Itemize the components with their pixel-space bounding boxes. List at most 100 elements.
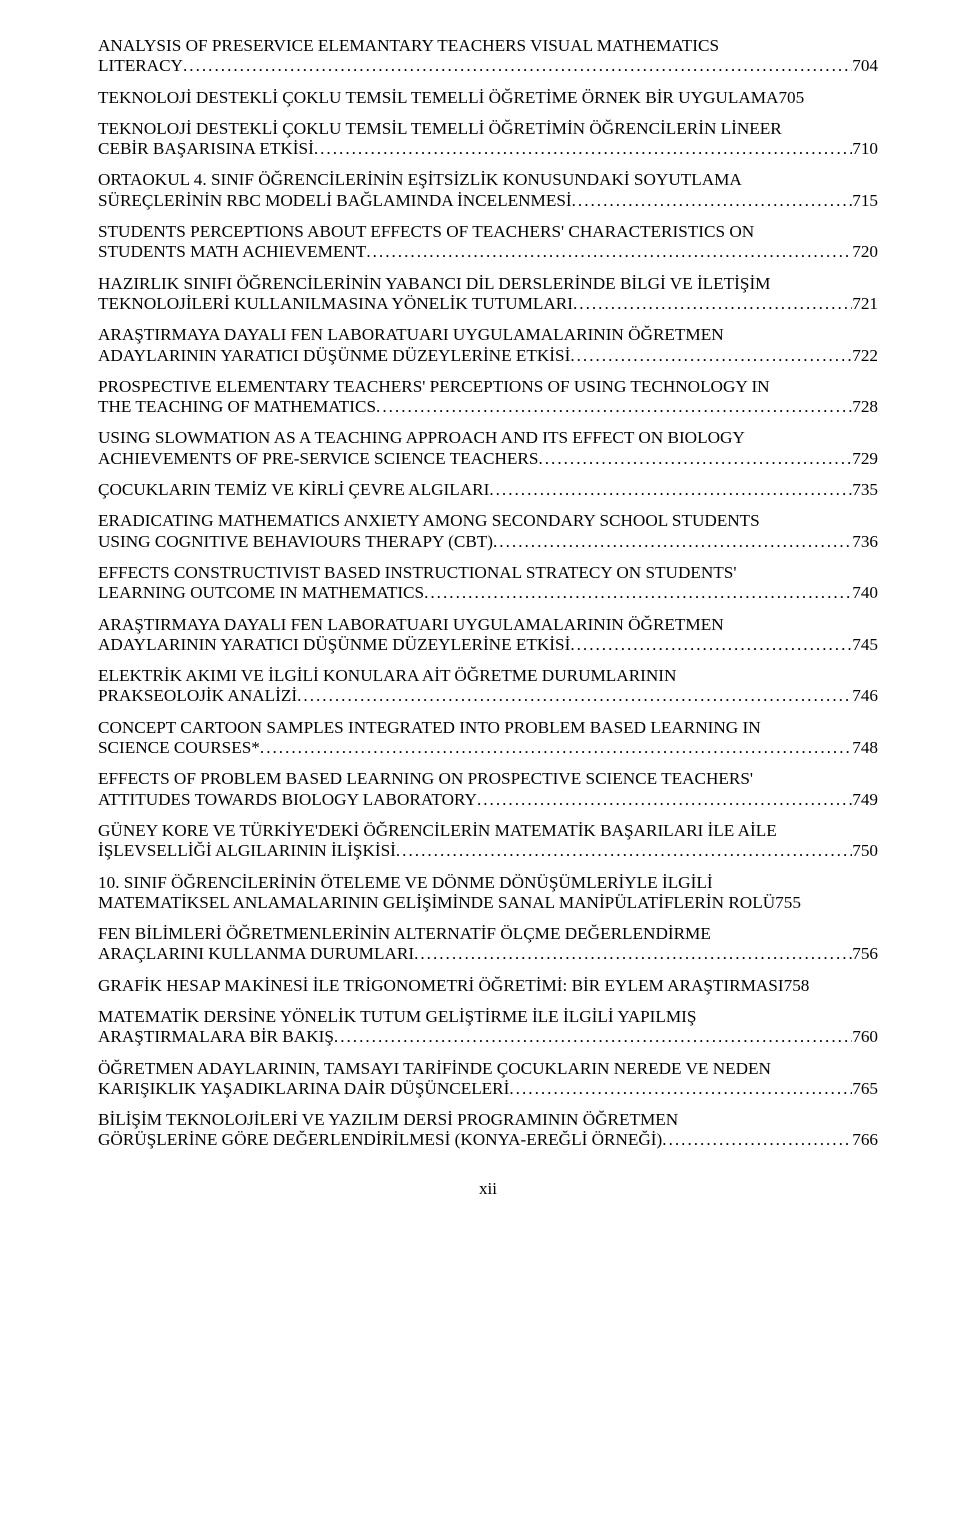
toc-entry: GÜNEY KORE VE TÜRKİYE'DEKİ ÖĞRENCİLERİN … [98, 821, 878, 862]
toc-page-number: 705 [778, 88, 804, 108]
toc-title-text: LITERACY [98, 56, 183, 76]
toc-leader-dots: ........................................… [570, 346, 852, 366]
toc-entry: MATEMATİK DERSİNE YÖNELİK TUTUM GELİŞTİR… [98, 1007, 878, 1048]
page-number: xii [98, 1179, 878, 1199]
toc-line: PROSPECTIVE ELEMENTARY TEACHERS' PERCEPT… [98, 377, 878, 397]
toc-title-text: MATEMATİKSEL ANLAMALARININ GELİŞİMİNDE S… [98, 893, 775, 913]
toc-title-text: ARAÇLARINI KULLANMA DURUMLARI [98, 944, 414, 964]
toc-page-number: 750 [852, 841, 878, 861]
toc-entry: ERADICATING MATHEMATICS ANXIETY AMONG SE… [98, 511, 878, 552]
toc-title-text: 10. SINIF ÖĞRENCİLERİNİN ÖTELEME VE DÖNM… [98, 873, 713, 893]
toc-title-text: STUDENTS MATH ACHIEVEMENT [98, 242, 366, 262]
toc-title-text: THE TEACHING OF MATHEMATICS [98, 397, 376, 417]
toc-line: CEBİR BAŞARISINA ETKİSİ.................… [98, 139, 878, 159]
toc-title-text: ARAŞTIRMAYA DAYALI FEN LABORATUARI UYGUL… [98, 615, 724, 635]
toc-entry: BİLİŞİM TEKNOLOJİLERİ VE YAZILIM DERSİ P… [98, 1110, 878, 1151]
toc-line: TEKNOLOJİ DESTEKLİ ÇOKLU TEMSİL TEMELLİ … [98, 119, 878, 139]
toc-title-text: EFFECTS OF PROBLEM BASED LEARNING ON PRO… [98, 769, 753, 789]
toc-title-text: ERADICATING MATHEMATICS ANXIETY AMONG SE… [98, 511, 760, 531]
toc-leader-dots: ........................................… [260, 738, 852, 758]
toc-entry: ÇOCUKLARIN TEMİZ VE KİRLİ ÇEVRE ALGILARI… [98, 480, 878, 500]
toc-line: STUDENTS MATH ACHIEVEMENT...............… [98, 242, 878, 262]
toc-leader-dots: ........................................… [376, 397, 852, 417]
toc-entry: GRAFİK HESAP MAKİNESİ İLE TRİGONOMETRİ Ö… [98, 976, 878, 996]
toc-entry: PROSPECTIVE ELEMENTARY TEACHERS' PERCEPT… [98, 377, 878, 418]
toc-title-text: GRAFİK HESAP MAKİNESİ İLE TRİGONOMETRİ Ö… [98, 976, 784, 996]
toc-title-text: İŞLEVSELLİĞİ ALGILARININ İLİŞKİSİ [98, 841, 396, 861]
toc-entry: 10. SINIF ÖĞRENCİLERİNİN ÖTELEME VE DÖNM… [98, 873, 878, 914]
toc-leader-dots: ........................................… [538, 449, 852, 469]
toc-entry: EFFECTS CONSTRUCTIVIST BASED INSTRUCTION… [98, 563, 878, 604]
toc-title-text: ATTITUDES TOWARDS BIOLOGY LABORATORY [98, 790, 477, 810]
toc-title-text: ARAŞTIRMAYA DAYALI FEN LABORATUARI UYGUL… [98, 325, 724, 345]
toc-page-number: 740 [852, 583, 878, 603]
toc-page-number: 758 [784, 976, 810, 996]
toc-page-number: 749 [852, 790, 878, 810]
toc-title-text: TEKNOLOJİLERİ KULLANILMASINA YÖNELİK TUT… [98, 294, 573, 314]
toc-line: USING SLOWMATION AS A TEACHING APPROACH … [98, 428, 878, 448]
toc-line: ARAŞTIRMAYA DAYALI FEN LABORATUARI UYGUL… [98, 615, 878, 635]
toc-title-text: ANALYSIS OF PRESERVICE ELEMANTARY TEACHE… [98, 36, 719, 56]
toc-leader-dots: ........................................… [662, 1130, 852, 1150]
toc-entry: ARAŞTIRMAYA DAYALI FEN LABORATUARI UYGUL… [98, 325, 878, 366]
toc-title-text: KARIŞIKLIK YAŞADIKLARINA DAİR DÜŞÜNCELER… [98, 1079, 509, 1099]
toc-leader-dots: ........................................… [573, 294, 852, 314]
toc-entry: TEKNOLOJİ DESTEKLİ ÇOKLU TEMSİL TEMELLİ … [98, 119, 878, 160]
toc-line: ACHIEVEMENTS OF PRE-SERVICE SCIENCE TEAC… [98, 449, 878, 469]
toc-line: SCIENCE COURSES*........................… [98, 738, 878, 758]
toc-title-text: ELEKTRİK AKIMI VE İLGİLİ KONULARA AİT ÖĞ… [98, 666, 676, 686]
toc-entry: ARAŞTIRMAYA DAYALI FEN LABORATUARI UYGUL… [98, 615, 878, 656]
toc-line: TEKNOLOJİLERİ KULLANILMASINA YÖNELİK TUT… [98, 294, 878, 314]
toc-leader-dots: ........................................… [424, 583, 852, 603]
toc-title-text: ADAYLARININ YARATICI DÜŞÜNME DÜZEYLERİNE… [98, 346, 570, 366]
toc-title-text: HAZIRLIK SINIFI ÖĞRENCİLERİNİN YABANCI D… [98, 274, 770, 294]
toc-entry: EFFECTS OF PROBLEM BASED LEARNING ON PRO… [98, 769, 878, 810]
toc-entry: STUDENTS PERCEPTIONS ABOUT EFFECTS OF TE… [98, 222, 878, 263]
toc-title-text: ADAYLARININ YARATICI DÜŞÜNME DÜZEYLERİNE… [98, 635, 570, 655]
toc-title-text: ACHIEVEMENTS OF PRE-SERVICE SCIENCE TEAC… [98, 449, 538, 469]
toc-leader-dots: ........................................… [366, 242, 852, 262]
toc-line: PRAKSEOLOJİK ANALİZİ....................… [98, 686, 878, 706]
toc-line: GÜNEY KORE VE TÜRKİYE'DEKİ ÖĞRENCİLERİN … [98, 821, 878, 841]
toc-page-number: 721 [852, 294, 878, 314]
toc-title-text: SCIENCE COURSES* [98, 738, 260, 758]
toc-leader-dots: ........................................… [314, 139, 852, 159]
toc-page-number: 766 [852, 1130, 878, 1150]
toc-line: HAZIRLIK SINIFI ÖĞRENCİLERİNİN YABANCI D… [98, 274, 878, 294]
toc-page-number: 748 [852, 738, 878, 758]
table-of-contents: ANALYSIS OF PRESERVICE ELEMANTARY TEACHE… [98, 36, 878, 1151]
toc-line: ERADICATING MATHEMATICS ANXIETY AMONG SE… [98, 511, 878, 531]
toc-page-number: 729 [852, 449, 878, 469]
toc-page-number: 715 [852, 191, 878, 211]
toc-line: ARAŞTIRMALARA BİR BAKIŞ.................… [98, 1027, 878, 1047]
toc-line: TEKNOLOJİ DESTEKLİ ÇOKLU TEMSİL TEMELLİ … [98, 88, 878, 108]
toc-line: ORTAOKUL 4. SINIF ÖĞRENCİLERİNİN EŞİTSİZ… [98, 170, 878, 190]
toc-page-number: 756 [852, 944, 878, 964]
toc-title-text: USING SLOWMATION AS A TEACHING APPROACH … [98, 428, 745, 448]
toc-title-text: GÜNEY KORE VE TÜRKİYE'DEKİ ÖĞRENCİLERİN … [98, 821, 777, 841]
toc-title-text: PROSPECTIVE ELEMENTARY TEACHERS' PERCEPT… [98, 377, 770, 397]
toc-page-number: 710 [852, 139, 878, 159]
toc-entry: TEKNOLOJİ DESTEKLİ ÇOKLU TEMSİL TEMELLİ … [98, 88, 878, 108]
toc-title-text: STUDENTS PERCEPTIONS ABOUT EFFECTS OF TE… [98, 222, 754, 242]
toc-line: STUDENTS PERCEPTIONS ABOUT EFFECTS OF TE… [98, 222, 878, 242]
toc-line: ANALYSIS OF PRESERVICE ELEMANTARY TEACHE… [98, 36, 878, 56]
toc-title-text: CEBİR BAŞARISINA ETKİSİ [98, 139, 314, 159]
toc-line: EFFECTS OF PROBLEM BASED LEARNING ON PRO… [98, 769, 878, 789]
toc-entry: HAZIRLIK SINIFI ÖĞRENCİLERİNİN YABANCI D… [98, 274, 878, 315]
toc-entry: ÖĞRETMEN ADAYLARININ, TAMSAYI TARİFİNDE … [98, 1059, 878, 1100]
toc-leader-dots: ........................................… [396, 841, 852, 861]
toc-title-text: SÜREÇLERİNİN RBC MODELİ BAĞLAMINDA İNCEL… [98, 191, 572, 211]
toc-line: MATEMATİKSEL ANLAMALARININ GELİŞİMİNDE S… [98, 893, 878, 913]
toc-page-number: 704 [852, 56, 878, 76]
toc-line: FEN BİLİMLERİ ÖĞRETMENLERİNİN ALTERNATİF… [98, 924, 878, 944]
toc-line: LEARNING OUTCOME IN MATHEMATICS.........… [98, 583, 878, 603]
toc-line: İŞLEVSELLİĞİ ALGILARININ İLİŞKİSİ.......… [98, 841, 878, 861]
toc-entry: ANALYSIS OF PRESERVICE ELEMANTARY TEACHE… [98, 36, 878, 77]
toc-leader-dots: ........................................… [477, 790, 852, 810]
toc-title-text: LEARNING OUTCOME IN MATHEMATICS [98, 583, 424, 603]
toc-title-text: USING COGNITIVE BEHAVIOURS THERAPY (CBT) [98, 532, 493, 552]
toc-line: ADAYLARININ YARATICI DÜŞÜNME DÜZEYLERİNE… [98, 346, 878, 366]
toc-line: ARAÇLARINI KULLANMA DURUMLARI...........… [98, 944, 878, 964]
toc-entry: ORTAOKUL 4. SINIF ÖĞRENCİLERİNİN EŞİTSİZ… [98, 170, 878, 211]
